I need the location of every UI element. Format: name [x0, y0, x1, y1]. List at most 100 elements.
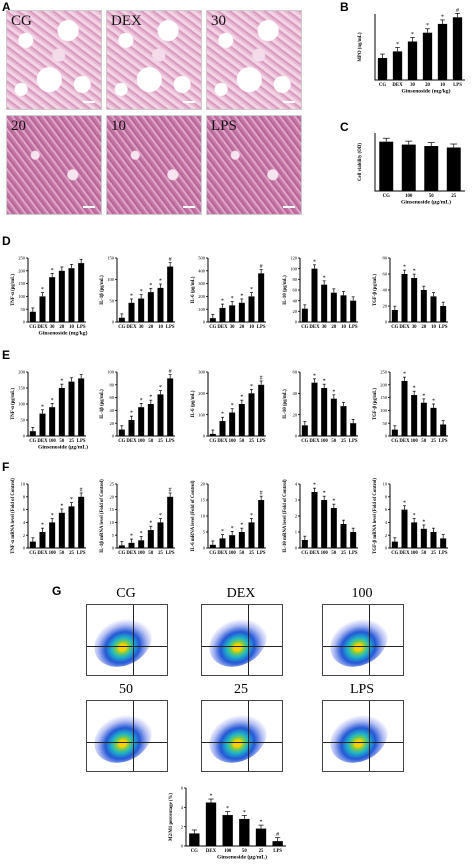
x-axis-label: Ginsenoside (mg/kg): [39, 330, 88, 337]
gate-vertical: [248, 701, 250, 771]
y-tick-label: 100: [198, 412, 206, 417]
y-tick-label: 0: [385, 320, 388, 325]
gate-horizontal: [323, 741, 403, 743]
flow-plot-title: 25: [234, 682, 248, 697]
gate-horizontal: [87, 645, 167, 647]
bar-f2-dex: [128, 542, 135, 548]
y-tick-label: 300: [198, 370, 206, 375]
significance-mark: *: [140, 531, 143, 537]
bar-e3-100: [229, 412, 236, 436]
category-label: DEX: [399, 439, 410, 444]
y-tick-label: 50: [21, 307, 26, 312]
significance-mark: *: [130, 293, 133, 299]
category-label: 20: [59, 325, 64, 330]
bar-d3-dex: [219, 307, 226, 322]
significance-mark: *: [51, 268, 54, 274]
significance-mark: *: [441, 14, 444, 20]
category-label: LPS: [349, 551, 358, 556]
y-tick-label: 150: [380, 395, 388, 400]
y-tick-label: 40: [293, 391, 298, 396]
bar-b-lps: [452, 17, 463, 80]
chart-d4: 0 20 40 60 80 100 120 CG * DEX * 30 20 10 LPS IL-10 (pg…: [283, 256, 358, 330]
category-label: DEX: [37, 551, 48, 556]
flow-plot-25: 25: [185, 682, 285, 782]
flow-plot-title: DEX: [226, 586, 256, 601]
bar-f2-100: [138, 540, 145, 548]
gate-vertical: [133, 701, 135, 771]
significance-mark: *: [332, 389, 335, 395]
category-label: CG: [118, 439, 125, 444]
significance-mark: *: [250, 384, 253, 390]
bar-e3-lps: [258, 384, 265, 436]
category-label: 25: [158, 551, 163, 556]
category-label: DEX: [399, 551, 410, 556]
significance-mark: *: [403, 372, 406, 378]
bar-e4-lps: [350, 423, 357, 436]
bar-d4-10: [340, 295, 347, 322]
significance-mark: *: [60, 503, 63, 509]
y-axis-label: IL-10 (pg/mL): [283, 275, 288, 305]
category-label: 100: [405, 194, 413, 199]
gate-horizontal: [87, 741, 167, 743]
bar-e1-25: [68, 381, 75, 436]
scatter-area: [201, 604, 283, 676]
y-tick-label: 20: [383, 304, 388, 309]
bar-b-dex: [392, 51, 403, 80]
significance-mark: *: [159, 279, 162, 285]
bar-d4-20: [330, 292, 337, 322]
x-axis-label: Ginsenoside (μg/mL): [217, 854, 267, 861]
axis-lines: [207, 484, 266, 549]
bar-d2-30: [138, 298, 145, 322]
bar-f5-50: [420, 528, 427, 548]
y-tick-label: 0: [181, 844, 184, 849]
significance-mark: *: [51, 513, 54, 519]
histology-image-dex: DEX: [106, 10, 202, 110]
y-tick-label: 250: [18, 256, 26, 261]
y-tick-label: 4: [23, 520, 26, 525]
bar-d3-30: [229, 305, 236, 322]
bar-f1-50: [58, 512, 65, 548]
bar-d4-30: [321, 284, 328, 322]
significance-mark: *: [221, 412, 224, 418]
category-label: 50: [59, 439, 64, 444]
category-label: CG: [391, 551, 398, 556]
flow-plot-title: 50: [119, 682, 133, 697]
y-tick-label: 250: [380, 370, 388, 375]
scale-bar: [283, 101, 295, 103]
bar-e2-25: [157, 394, 164, 436]
bar-f2-lps: [167, 496, 174, 548]
category-label: LPS: [439, 439, 448, 444]
y-tick-label: 20: [293, 412, 298, 417]
bar-g-bar-25: [255, 828, 267, 846]
bar-f4-100: [321, 500, 328, 548]
bar-e5-100: [411, 395, 418, 436]
y-tick-label: 5: [112, 533, 115, 538]
bar-d4-lps: [350, 300, 357, 322]
bar-f1-cg: [29, 541, 36, 548]
y-axis-label: IL-10 (pg/mL): [283, 389, 288, 419]
bar-f4-lps: [350, 532, 357, 548]
chart-f2: 0 5 10 15 20 25 CG * DEX * 100 * 50 * 25 # LPS IL-1β mRNA…: [100, 479, 175, 556]
category-label: DEX: [37, 439, 48, 444]
y-axis-label: TNF-α (pg/mL): [11, 388, 16, 420]
category-label: DEX: [217, 551, 228, 556]
bar-d3-lps: [258, 273, 265, 322]
flow-plot-dex: DEX: [185, 586, 285, 686]
y-tick-label: 200: [18, 268, 26, 273]
panel-letter-d: D: [2, 234, 11, 248]
bar-f3-cg: [209, 544, 216, 548]
category-label: 10: [440, 83, 445, 88]
bar-e4-25: [340, 406, 347, 436]
flow-plot-cg: CG: [70, 586, 170, 686]
bar-d2-lps: [167, 266, 174, 322]
y-tick-label: 200: [18, 370, 26, 375]
significance-mark: *: [231, 526, 234, 532]
significance-mark: #: [169, 369, 172, 375]
bar-d1-30: [49, 277, 56, 322]
category-label: 30: [139, 325, 144, 330]
bar-f1-100: [49, 522, 56, 548]
y-tick-label: 2: [295, 514, 297, 519]
